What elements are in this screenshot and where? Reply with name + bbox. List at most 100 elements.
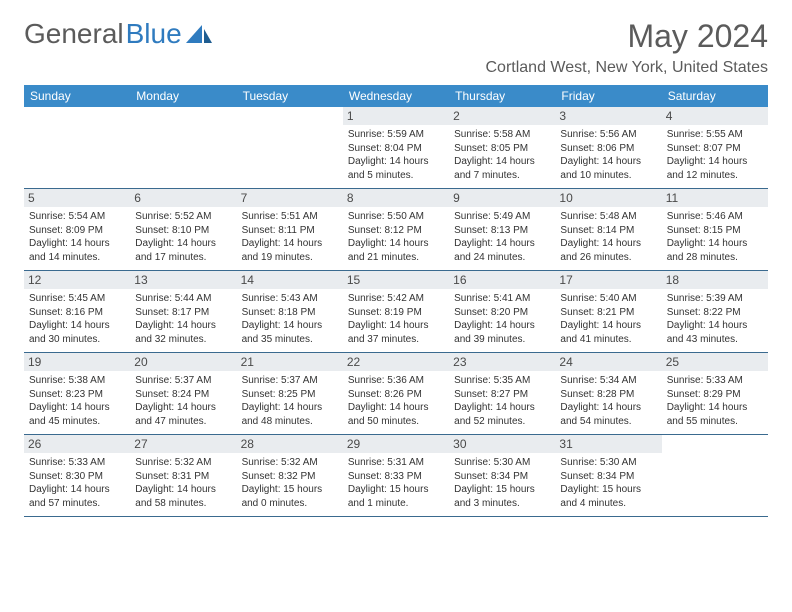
day-number: 20 bbox=[130, 353, 236, 371]
sunrise-text: Sunrise: 5:31 AM bbox=[348, 456, 444, 470]
sunrise-text: Sunrise: 5:54 AM bbox=[29, 210, 125, 224]
daylight-text-2: and 19 minutes. bbox=[242, 251, 338, 265]
sunset-text: Sunset: 8:33 PM bbox=[348, 470, 444, 484]
day-details: Sunrise: 5:38 AMSunset: 8:23 PMDaylight:… bbox=[29, 374, 125, 428]
sunset-text: Sunset: 8:27 PM bbox=[454, 388, 550, 402]
daylight-text-2: and 24 minutes. bbox=[454, 251, 550, 265]
calendar-cell: 31Sunrise: 5:30 AMSunset: 8:34 PMDayligh… bbox=[555, 435, 661, 516]
daylight-text-2: and 10 minutes. bbox=[560, 169, 656, 183]
calendar-day-header: Sunday Monday Tuesday Wednesday Thursday… bbox=[24, 85, 768, 107]
sunset-text: Sunset: 8:16 PM bbox=[29, 306, 125, 320]
sunset-text: Sunset: 8:30 PM bbox=[29, 470, 125, 484]
daylight-text-1: Daylight: 14 hours bbox=[560, 319, 656, 333]
sunrise-text: Sunrise: 5:32 AM bbox=[242, 456, 338, 470]
day-details: Sunrise: 5:49 AMSunset: 8:13 PMDaylight:… bbox=[454, 210, 550, 264]
sunset-text: Sunset: 8:31 PM bbox=[135, 470, 231, 484]
daylight-text-2: and 4 minutes. bbox=[560, 497, 656, 511]
daylight-text-1: Daylight: 15 hours bbox=[348, 483, 444, 497]
day-details: Sunrise: 5:56 AMSunset: 8:06 PMDaylight:… bbox=[560, 128, 656, 182]
sunrise-text: Sunrise: 5:52 AM bbox=[135, 210, 231, 224]
calendar-week: 1Sunrise: 5:59 AMSunset: 8:04 PMDaylight… bbox=[24, 107, 768, 189]
sunrise-text: Sunrise: 5:58 AM bbox=[454, 128, 550, 142]
daylight-text-1: Daylight: 14 hours bbox=[454, 319, 550, 333]
calendar-week: 19Sunrise: 5:38 AMSunset: 8:23 PMDayligh… bbox=[24, 353, 768, 435]
day-details: Sunrise: 5:46 AMSunset: 8:15 PMDaylight:… bbox=[667, 210, 763, 264]
daylight-text-1: Daylight: 14 hours bbox=[667, 155, 763, 169]
sunset-text: Sunset: 8:26 PM bbox=[348, 388, 444, 402]
sunrise-text: Sunrise: 5:39 AM bbox=[667, 292, 763, 306]
daylight-text-1: Daylight: 15 hours bbox=[242, 483, 338, 497]
daylight-text-1: Daylight: 14 hours bbox=[135, 237, 231, 251]
sunrise-text: Sunrise: 5:40 AM bbox=[560, 292, 656, 306]
day-number: 11 bbox=[662, 189, 768, 207]
logo-text-1: General bbox=[24, 18, 124, 50]
day-number: 30 bbox=[449, 435, 555, 453]
day-number: 22 bbox=[343, 353, 449, 371]
daylight-text-1: Daylight: 14 hours bbox=[242, 401, 338, 415]
daylight-text-1: Daylight: 14 hours bbox=[348, 319, 444, 333]
sunset-text: Sunset: 8:29 PM bbox=[667, 388, 763, 402]
day-details: Sunrise: 5:41 AMSunset: 8:20 PMDaylight:… bbox=[454, 292, 550, 346]
calendar-cell: 12Sunrise: 5:45 AMSunset: 8:16 PMDayligh… bbox=[24, 271, 130, 352]
daylight-text-2: and 32 minutes. bbox=[135, 333, 231, 347]
daylight-text-2: and 39 minutes. bbox=[454, 333, 550, 347]
daylight-text-1: Daylight: 15 hours bbox=[454, 483, 550, 497]
daylight-text-1: Daylight: 14 hours bbox=[667, 319, 763, 333]
sunrise-text: Sunrise: 5:45 AM bbox=[29, 292, 125, 306]
daylight-text-1: Daylight: 14 hours bbox=[560, 401, 656, 415]
sunset-text: Sunset: 8:17 PM bbox=[135, 306, 231, 320]
daylight-text-2: and 55 minutes. bbox=[667, 415, 763, 429]
day-number: 14 bbox=[237, 271, 343, 289]
day-number: 10 bbox=[555, 189, 661, 207]
day-details: Sunrise: 5:31 AMSunset: 8:33 PMDaylight:… bbox=[348, 456, 444, 510]
day-number: 25 bbox=[662, 353, 768, 371]
calendar-cell: 1Sunrise: 5:59 AMSunset: 8:04 PMDaylight… bbox=[343, 107, 449, 188]
daylight-text-1: Daylight: 14 hours bbox=[454, 155, 550, 169]
logo: GeneralBlue bbox=[24, 18, 212, 50]
calendar-cell: 28Sunrise: 5:32 AMSunset: 8:32 PMDayligh… bbox=[237, 435, 343, 516]
sunrise-text: Sunrise: 5:59 AM bbox=[348, 128, 444, 142]
sunrise-text: Sunrise: 5:33 AM bbox=[29, 456, 125, 470]
sunset-text: Sunset: 8:32 PM bbox=[242, 470, 338, 484]
daylight-text-1: Daylight: 14 hours bbox=[667, 237, 763, 251]
calendar-week: 26Sunrise: 5:33 AMSunset: 8:30 PMDayligh… bbox=[24, 435, 768, 517]
daylight-text-1: Daylight: 14 hours bbox=[135, 401, 231, 415]
day-number: 12 bbox=[24, 271, 130, 289]
daylight-text-1: Daylight: 15 hours bbox=[560, 483, 656, 497]
sunrise-text: Sunrise: 5:46 AM bbox=[667, 210, 763, 224]
sunset-text: Sunset: 8:11 PM bbox=[242, 224, 338, 238]
sunset-text: Sunset: 8:13 PM bbox=[454, 224, 550, 238]
calendar-cell: 30Sunrise: 5:30 AMSunset: 8:34 PMDayligh… bbox=[449, 435, 555, 516]
sunset-text: Sunset: 8:12 PM bbox=[348, 224, 444, 238]
sunrise-text: Sunrise: 5:48 AM bbox=[560, 210, 656, 224]
calendar-cell: 24Sunrise: 5:34 AMSunset: 8:28 PMDayligh… bbox=[555, 353, 661, 434]
day-details: Sunrise: 5:59 AMSunset: 8:04 PMDaylight:… bbox=[348, 128, 444, 182]
calendar-week: 5Sunrise: 5:54 AMSunset: 8:09 PMDaylight… bbox=[24, 189, 768, 271]
day-number: 27 bbox=[130, 435, 236, 453]
sunrise-text: Sunrise: 5:42 AM bbox=[348, 292, 444, 306]
day-number: 5 bbox=[24, 189, 130, 207]
daylight-text-2: and 0 minutes. bbox=[242, 497, 338, 511]
day-details: Sunrise: 5:33 AMSunset: 8:30 PMDaylight:… bbox=[29, 456, 125, 510]
calendar-cell: 3 Sunrise: 5:56 AMSunset: 8:06 PMDaylight… bbox=[555, 107, 661, 188]
daylight-text-2: and 21 minutes. bbox=[348, 251, 444, 265]
day-number: 15 bbox=[343, 271, 449, 289]
day-number: 13 bbox=[130, 271, 236, 289]
calendar-cell: 26Sunrise: 5:33 AMSunset: 8:30 PMDayligh… bbox=[24, 435, 130, 516]
day-number: 18 bbox=[662, 271, 768, 289]
sunset-text: Sunset: 8:15 PM bbox=[667, 224, 763, 238]
daylight-text-2: and 52 minutes. bbox=[454, 415, 550, 429]
day-details: Sunrise: 5:42 AMSunset: 8:19 PMDaylight:… bbox=[348, 292, 444, 346]
day-name: Tuesday bbox=[237, 85, 343, 107]
calendar-cell: 6Sunrise: 5:52 AMSunset: 8:10 PMDaylight… bbox=[130, 189, 236, 270]
day-details: Sunrise: 5:30 AMSunset: 8:34 PMDaylight:… bbox=[560, 456, 656, 510]
sunrise-text: Sunrise: 5:35 AM bbox=[454, 374, 550, 388]
daylight-text-2: and 50 minutes. bbox=[348, 415, 444, 429]
day-details: Sunrise: 5:33 AMSunset: 8:29 PMDaylight:… bbox=[667, 374, 763, 428]
day-number: 3 bbox=[555, 107, 661, 125]
daylight-text-1: Daylight: 14 hours bbox=[454, 401, 550, 415]
daylight-text-1: Daylight: 14 hours bbox=[242, 237, 338, 251]
day-number: 7 bbox=[237, 189, 343, 207]
calendar-cell bbox=[130, 107, 236, 188]
calendar-cell: 19Sunrise: 5:38 AMSunset: 8:23 PMDayligh… bbox=[24, 353, 130, 434]
